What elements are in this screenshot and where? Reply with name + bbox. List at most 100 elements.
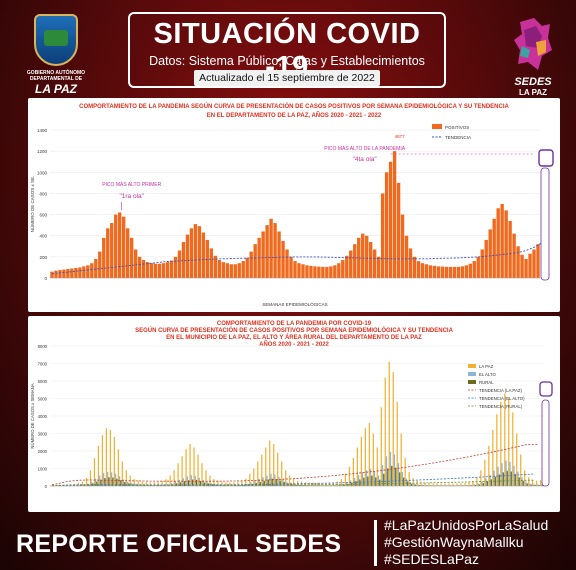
chart2-bar-rural	[530, 484, 532, 486]
chart2-bar-el-alto	[103, 472, 105, 486]
chart2-bar-el-alto	[95, 478, 97, 486]
chart2-bar-el-alto	[433, 485, 435, 486]
chart2-bar-el-alto	[262, 477, 264, 486]
chart1-bar	[181, 242, 186, 278]
chart2-bar-el-alto	[166, 484, 169, 486]
chart2-bar-el-alto	[413, 483, 416, 486]
chart1-bar	[365, 235, 369, 278]
chart2-bar-el-alto	[258, 479, 260, 486]
chart2-y-tick: 6000	[38, 379, 48, 384]
chart2-bar-rural	[506, 470, 508, 486]
chart2-bar-el-alto	[130, 483, 133, 486]
chart2-bar-la-paz	[221, 481, 223, 486]
chart2-bar-la-paz	[141, 481, 143, 486]
chart2-bar-el-alto	[505, 460, 507, 486]
chart2-bar-el-alto	[330, 485, 332, 486]
chart2-bar-rural	[351, 482, 353, 486]
chart2-bar-rural	[191, 479, 194, 486]
chart1-bar	[217, 260, 222, 278]
chart2-bar-la-paz	[169, 475, 171, 486]
chart2-bar-el-alto	[525, 481, 527, 486]
chart1-bar	[424, 264, 429, 278]
chart2-bar-la-paz	[424, 482, 426, 486]
chart2-title: COMPORTAMIENTO DE LA PANDEMIA POR COVID-…	[217, 321, 372, 327]
chart2-bar-rural	[187, 480, 190, 486]
chart2-bar-la-paz	[229, 482, 231, 486]
chart1-bar	[376, 256, 381, 278]
chart2-bar-la-paz	[109, 430, 112, 486]
chart1-peak-label: 4877	[395, 134, 406, 139]
chart1-bar	[353, 244, 357, 278]
chart2-bar-el-alto	[437, 485, 439, 486]
chart2-bar-la-paz	[484, 459, 486, 486]
chart2-bar-el-alto	[111, 472, 113, 486]
chart2-bar-el-alto	[461, 485, 463, 486]
chart2-bar-rural	[112, 477, 114, 486]
chart1-ylabel: NÚMERO DE CASOS x SE.	[29, 176, 35, 233]
chart2-bar-el-alto	[441, 485, 443, 486]
chart2-bar-la-paz	[125, 470, 127, 486]
chart1-bar	[237, 263, 241, 278]
chart2-bar-el-alto	[126, 481, 129, 486]
chart2-bar-la-paz	[77, 483, 80, 486]
chart2-bar-el-alto	[182, 478, 184, 486]
chart2-bar-el-alto	[377, 475, 380, 486]
chart2-bar-la-paz	[205, 470, 207, 486]
chart2-bar-rural	[474, 485, 477, 486]
sedes-logo: SEDES LA PAZ	[506, 16, 560, 102]
chart1-bar	[309, 265, 313, 278]
chart2-bar-la-paz	[121, 461, 123, 486]
chart2-bar-la-paz	[504, 393, 506, 486]
chart2-bar-rural	[411, 483, 413, 486]
chart2-bar-rural	[371, 475, 373, 486]
chart2-bar-rural	[383, 473, 385, 486]
municipal-chart-panel: COMPORTAMIENTO DE LA PANDEMIA POR COVID-…	[28, 316, 560, 512]
chart2-bar-rural	[152, 485, 154, 486]
chart1-bar	[62, 269, 66, 278]
chart2-bar-el-alto	[429, 485, 431, 486]
chart1-bar	[265, 225, 269, 278]
chart2-trend-line	[51, 444, 538, 486]
chart1-bar	[492, 218, 496, 278]
chart2-bar-rural	[538, 485, 540, 486]
chart2-bar-el-alto	[198, 477, 200, 486]
chart1-y-tick: 1400	[37, 128, 48, 133]
chart2-bar-la-paz	[161, 481, 163, 486]
chart2-bar-la-paz	[277, 452, 279, 486]
chart2-bar-rural	[259, 481, 261, 486]
chart2-bar-la-paz	[289, 475, 291, 486]
chart1-y-tick: 1000	[37, 170, 48, 175]
chart1-bar	[472, 261, 476, 278]
chart2-bar-rural	[526, 483, 528, 486]
chart2-bar-la-paz	[380, 407, 382, 486]
chart1-annotation-2: PICO MÁS ALTO DE LA PANDEMIA	[324, 145, 406, 152]
hashtag-2: #GestiónWaynaMallku	[384, 534, 524, 550]
chart2-bar-la-paz	[249, 473, 251, 486]
chart2-bar-rural	[311, 485, 313, 486]
chart2-bar-rural	[275, 479, 277, 486]
chart2-bar-la-paz	[189, 444, 191, 486]
chart1-bar	[440, 266, 445, 278]
chart2-bar-el-alto	[481, 481, 483, 486]
chart2-bar-el-alto	[381, 465, 384, 486]
chart1-bar	[122, 216, 126, 278]
chart2-bar-el-alto	[91, 481, 93, 486]
chart2-bar-rural	[108, 477, 110, 486]
chart1-bar	[520, 254, 524, 278]
chart1-bar	[337, 263, 341, 278]
chart1-bar	[400, 214, 405, 278]
gobernacion-logo: GOBIERNO AUTÓNOMO DEPARTAMENTAL DE LA PA…	[18, 14, 94, 96]
chart2-bar-la-paz	[468, 482, 470, 486]
chart2-bar-el-alto	[409, 482, 412, 486]
footer-hashtags: #LaPazUnidosPorLaSalud #GestiónWaynaMall…	[384, 517, 574, 568]
chart1-bar	[90, 263, 94, 278]
chart2-bar-el-alto	[358, 475, 360, 486]
chart2-bar-la-paz	[253, 468, 255, 486]
chart1-y-tick: 600	[39, 213, 47, 218]
chart2-bar-el-alto	[421, 484, 423, 486]
chart1-bar	[532, 249, 536, 278]
chart2-bar-la-paz	[420, 481, 422, 486]
chart2-bar-la-paz	[508, 398, 510, 486]
chart1-bar	[74, 267, 78, 278]
chart1-bar	[460, 266, 465, 278]
